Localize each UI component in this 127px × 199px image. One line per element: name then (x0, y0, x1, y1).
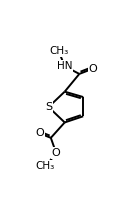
Text: O: O (89, 63, 98, 74)
Text: HN: HN (57, 61, 72, 71)
Text: O: O (52, 148, 61, 158)
Text: CH₃: CH₃ (36, 161, 55, 171)
Text: O: O (35, 128, 44, 138)
Text: S: S (45, 102, 52, 112)
Text: CH₃: CH₃ (49, 46, 68, 56)
